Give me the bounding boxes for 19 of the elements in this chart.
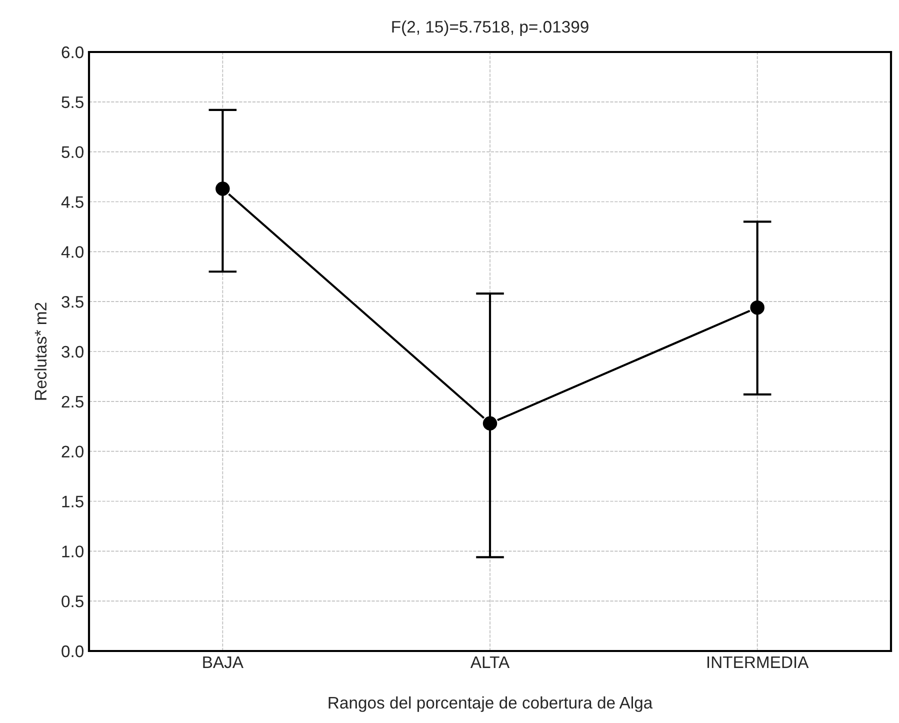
y-tick-label: 1.0 bbox=[62, 546, 84, 558]
y-tick-label: 4.0 bbox=[61, 246, 84, 258]
y-tick-label: 3.5 bbox=[62, 296, 84, 308]
chart-title: F(2, 15)=5.7518, p=.01399 bbox=[392, 20, 588, 36]
y-tick-label: 2.0 bbox=[62, 446, 84, 458]
y-tick-label: 0.0 bbox=[62, 645, 84, 658]
y-tick-label: 1.5 bbox=[62, 496, 84, 508]
y-tick-label: 3.0 bbox=[62, 346, 84, 358]
x-axis-title: Rangos del porcentaje de cobertura de Alga bbox=[328, 696, 653, 712]
y-tick-label: 5.5 bbox=[62, 96, 84, 108]
y-tick-label: 2.5 bbox=[62, 396, 84, 408]
x-tick-label: BAJA bbox=[203, 656, 244, 668]
y-tick-label: 0.5 bbox=[62, 595, 84, 608]
x-tick-label: INTERMEDIA bbox=[707, 656, 809, 668]
y-tick-label: 4.5 bbox=[61, 196, 84, 208]
y-tick-label: 6.0 bbox=[62, 46, 84, 58]
y-axis-title: Reclutas* m2 bbox=[34, 302, 47, 400]
x-tick-label: ALTA bbox=[470, 656, 510, 668]
y-tick-label: 5.0 bbox=[62, 146, 84, 158]
